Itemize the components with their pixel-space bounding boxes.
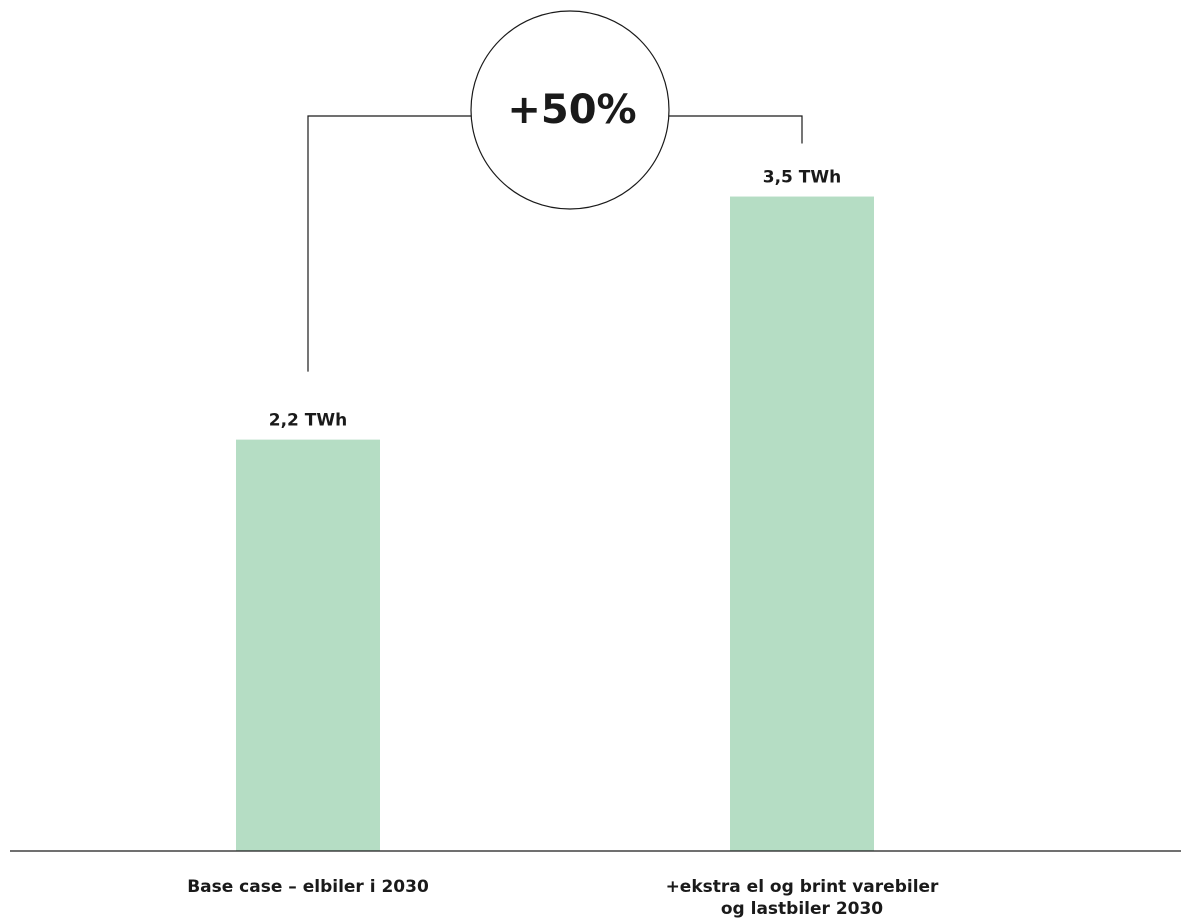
category-label-2-line-2: og lastbiler 2030 bbox=[721, 899, 883, 919]
bar-1-value-label: 2,2 TWh bbox=[269, 411, 347, 431]
percent-change-badge bbox=[470, 10, 670, 210]
connector-right-line bbox=[669, 115, 803, 144]
category-label-2-line-1: +ekstra el og brint varebiler bbox=[666, 877, 939, 897]
bars-layer bbox=[236, 196, 874, 851]
comparison-connector: +50% bbox=[307, 10, 803, 372]
category-label-1-line-1: Base case – elbiler i 2030 bbox=[187, 877, 429, 897]
percent-change-label: +50% bbox=[507, 87, 636, 133]
labels-layer: 2,2 TWh Base case – elbiler i 2030 3,5 TWh… bbox=[187, 168, 939, 919]
bar-2-value-label: 3,5 TWh bbox=[763, 168, 841, 188]
connector-left-line bbox=[307, 115, 471, 372]
bar-2 bbox=[730, 196, 874, 851]
bar-1 bbox=[236, 439, 380, 851]
